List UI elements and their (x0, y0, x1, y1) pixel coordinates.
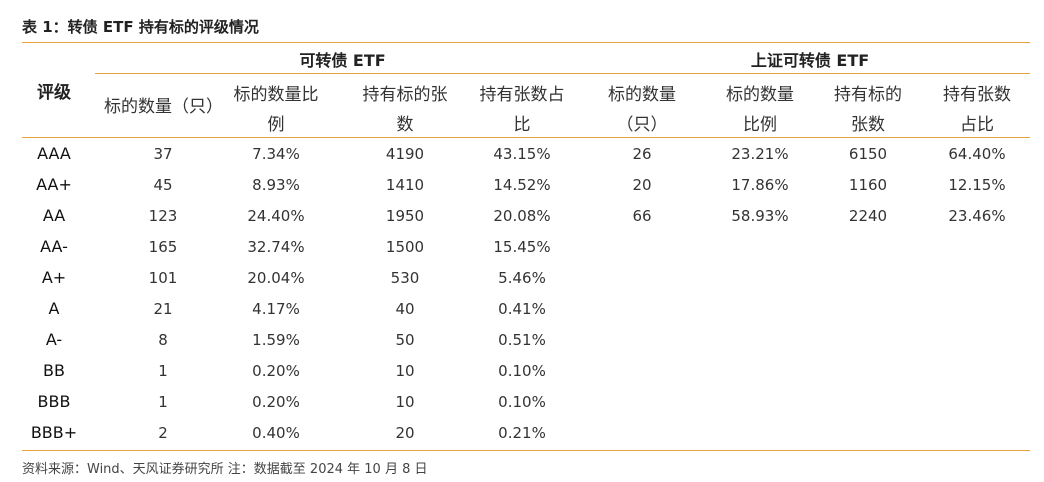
rating-cell: A (48, 299, 60, 318)
table-cell: 23.46% (948, 207, 1006, 225)
table-cell: 1500 (385, 238, 425, 256)
table-cell: 1 (158, 393, 168, 411)
column-header-2-4-line-1: 持有张数 (943, 85, 1011, 105)
table-cell: 1950 (385, 207, 425, 225)
table-cell: 24.40% (247, 207, 305, 225)
column-header-2-3-line-2: 张数 (851, 115, 885, 135)
rating-cell: A+ (41, 268, 67, 287)
table-cell: 23.21% (731, 145, 789, 163)
table-cell: 15.45% (493, 238, 551, 256)
table-title: 表 1：转债 ETF 持有标的评级情况 (22, 18, 259, 36)
table-cell: 0.51% (498, 331, 546, 349)
table-cell: 20.08% (493, 207, 551, 225)
rating-cell: AA (42, 206, 66, 225)
table-cell: 50 (395, 331, 415, 349)
group2-underline (590, 73, 1030, 74)
table-cell: 1160 (848, 176, 888, 194)
table-cell: 0.41% (498, 300, 546, 318)
table-cell: 1 (158, 362, 168, 380)
table-cell: 0.20% (252, 362, 300, 380)
table-cell: 1410 (385, 176, 425, 194)
group-title-convertible-etf: 可转债 ETF (299, 51, 386, 70)
table-cell: 40 (395, 300, 415, 318)
table-cell: 1.59% (252, 331, 300, 349)
rating-cell: AA+ (36, 175, 72, 194)
column-header-1-2-line-1: 标的数量比 (233, 85, 319, 105)
table-cell: 20.04% (247, 269, 305, 287)
column-header-1-1-line-1: 标的数量（只） (104, 97, 223, 117)
table-cell: 43.15% (493, 145, 551, 163)
table-cell: 20 (632, 176, 652, 194)
table-cell: 165 (148, 238, 178, 256)
table-cell: 21 (153, 300, 173, 318)
table-cell: 0.10% (498, 393, 546, 411)
table-cell: 530 (390, 269, 420, 287)
table-bottom-rule (22, 450, 1030, 451)
table-top-rule (22, 42, 1030, 43)
table-cell: 0.21% (498, 424, 546, 442)
table-cell: 4.17% (252, 300, 300, 318)
table-cell: 58.93% (731, 207, 789, 225)
table-cell: 66 (632, 207, 652, 225)
table-cell: 12.15% (948, 176, 1006, 194)
table-cell: 101 (148, 269, 178, 287)
rating-cell: BB (43, 361, 65, 380)
group-title-sse-convertible-etf: 上证可转债 ETF (750, 51, 870, 70)
rating-column-header: 评级 (37, 83, 71, 103)
rating-cell: AAA (37, 144, 71, 163)
table-cell: 0.10% (498, 362, 546, 380)
table-cell: 32.74% (247, 238, 305, 256)
column-header-1-3-line-2: 数 (396, 115, 414, 135)
table-cell: 2 (158, 424, 168, 442)
rating-cell: AA- (40, 237, 68, 256)
table-cell: 4190 (385, 145, 425, 163)
table-cell: 8.93% (252, 176, 300, 194)
table-cell: 10 (395, 393, 415, 411)
column-header-2-2-line-1: 标的数量 (726, 85, 794, 105)
column-header-1-3-line-1: 持有标的张 (362, 85, 448, 105)
rating-cell: BBB (37, 392, 71, 411)
table-cell: 64.40% (948, 145, 1006, 163)
table-cell: 123 (148, 207, 178, 225)
table-cell: 5.46% (498, 269, 546, 287)
table-cell: 45 (153, 176, 173, 194)
column-header-2-3-line-1: 持有标的 (834, 85, 902, 105)
column-header-2-1-line-2: （只） (616, 115, 668, 135)
column-header-2-4-line-2: 占比 (960, 115, 994, 135)
table-cell: 37 (153, 145, 173, 163)
header-bottom-rule (22, 137, 1030, 138)
table-cell: 26 (632, 145, 652, 163)
column-header-2-2-line-2: 比例 (743, 115, 777, 135)
column-header-1-4-line-2: 比 (513, 115, 531, 135)
source-note: 资料来源：Wind、天风证券研究所 注：数据截至 2024 年 10 月 8 日 (22, 462, 428, 477)
table-cell: 8 (158, 331, 168, 349)
column-header-2-1-line-1: 标的数量 (608, 85, 676, 105)
table-cell: 2240 (848, 207, 888, 225)
table-cell: 7.34% (252, 145, 300, 163)
rating-cell: A- (45, 330, 63, 349)
group1-underline (95, 73, 590, 74)
table-cell: 0.20% (252, 393, 300, 411)
rating-cell: BBB+ (30, 423, 78, 442)
table-cell: 20 (395, 424, 415, 442)
table-cell: 17.86% (731, 176, 789, 194)
table-cell: 6150 (848, 145, 888, 163)
column-header-1-4-line-1: 持有张数占 (479, 85, 565, 105)
table-cell: 0.40% (252, 424, 300, 442)
table-cell: 10 (395, 362, 415, 380)
column-header-1-2-line-2: 例 (267, 115, 285, 135)
table-cell: 14.52% (493, 176, 551, 194)
